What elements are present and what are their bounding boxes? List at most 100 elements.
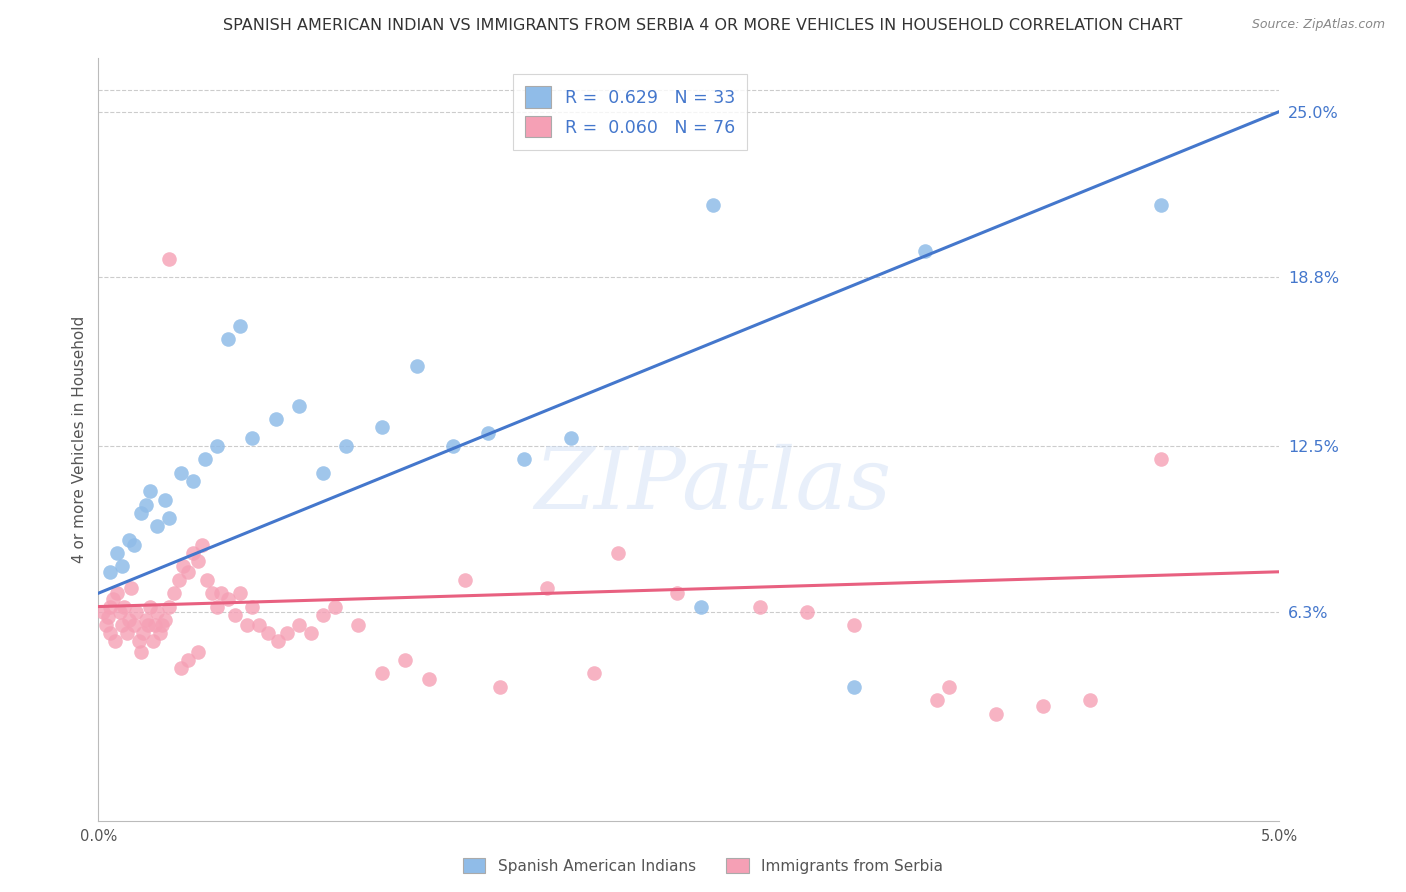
Point xyxy=(371,666,394,681)
Point xyxy=(149,626,172,640)
Legend: R =  0.629   N = 33, R =  0.060   N = 76: R = 0.629 N = 33, R = 0.060 N = 76 xyxy=(513,74,747,150)
Point xyxy=(335,439,357,453)
Point xyxy=(170,466,193,480)
Point xyxy=(136,618,159,632)
Point xyxy=(170,661,193,675)
Point xyxy=(276,626,298,640)
Point xyxy=(1032,698,1054,713)
Point xyxy=(1080,693,1102,707)
Point xyxy=(748,599,770,614)
Point xyxy=(453,573,475,587)
Point xyxy=(98,565,121,579)
Point xyxy=(177,653,200,667)
Point xyxy=(583,666,606,681)
Point xyxy=(984,706,1007,721)
Point xyxy=(129,506,152,520)
Point xyxy=(105,546,128,560)
Point xyxy=(112,599,135,614)
Point xyxy=(512,452,534,467)
Point xyxy=(157,599,180,614)
Point xyxy=(187,554,209,568)
Point xyxy=(217,591,239,606)
Point xyxy=(153,613,176,627)
Point xyxy=(108,605,131,619)
Point xyxy=(187,645,209,659)
Point xyxy=(135,613,157,627)
Point xyxy=(121,581,143,595)
Point xyxy=(607,546,630,560)
Text: 0.0%: 0.0% xyxy=(80,829,117,844)
Point xyxy=(146,519,169,533)
Point xyxy=(229,586,252,600)
Point xyxy=(132,626,155,640)
Point xyxy=(406,359,429,373)
Point xyxy=(139,599,162,614)
Legend: Spanish American Indians, Immigrants from Serbia: Spanish American Indians, Immigrants fro… xyxy=(457,852,949,880)
Text: ZIPatlas: ZIPatlas xyxy=(534,443,891,526)
Point xyxy=(143,618,166,632)
Point xyxy=(142,634,165,648)
Point xyxy=(938,680,960,694)
Point xyxy=(288,618,311,632)
Point xyxy=(209,586,232,600)
Point xyxy=(91,605,114,619)
Point xyxy=(441,439,464,453)
Point xyxy=(172,559,194,574)
Point xyxy=(101,591,124,606)
Point xyxy=(195,573,218,587)
Point xyxy=(125,605,148,619)
Point xyxy=(560,431,582,445)
Point xyxy=(312,466,335,480)
Point xyxy=(205,599,228,614)
Point xyxy=(217,332,239,346)
Point xyxy=(323,599,346,614)
Point xyxy=(150,618,173,632)
Point xyxy=(1150,198,1173,212)
Point xyxy=(257,626,280,640)
Point xyxy=(477,425,499,440)
Point xyxy=(118,533,141,547)
Point xyxy=(111,618,134,632)
Text: 5.0%: 5.0% xyxy=(1261,829,1298,844)
Point xyxy=(181,546,204,560)
Point xyxy=(240,431,263,445)
Point xyxy=(371,420,394,434)
Point xyxy=(844,618,866,632)
Point xyxy=(201,586,224,600)
Point xyxy=(394,653,416,667)
Point xyxy=(796,605,818,619)
Point xyxy=(139,484,162,499)
Point xyxy=(347,618,370,632)
Point xyxy=(229,318,252,333)
Point xyxy=(167,573,190,587)
Point xyxy=(146,605,169,619)
Point xyxy=(157,252,180,266)
Point xyxy=(489,680,512,694)
Text: SPANISH AMERICAN INDIAN VS IMMIGRANTS FROM SERBIA 4 OR MORE VEHICLES IN HOUSEHOL: SPANISH AMERICAN INDIAN VS IMMIGRANTS FR… xyxy=(224,18,1182,33)
Point xyxy=(97,610,120,624)
Point xyxy=(236,618,259,632)
Point xyxy=(122,538,145,552)
Point xyxy=(104,634,127,648)
Point xyxy=(94,618,117,632)
Point xyxy=(135,498,157,512)
Point xyxy=(844,680,866,694)
Point xyxy=(128,634,150,648)
Point xyxy=(240,599,263,614)
Point xyxy=(153,492,176,507)
Point xyxy=(264,412,287,426)
Text: Source: ZipAtlas.com: Source: ZipAtlas.com xyxy=(1251,18,1385,31)
Point xyxy=(267,634,290,648)
Point xyxy=(115,626,138,640)
Point xyxy=(98,599,121,614)
Y-axis label: 4 or more Vehicles in Household: 4 or more Vehicles in Household xyxy=(72,316,87,563)
Point xyxy=(299,626,322,640)
Point xyxy=(163,586,186,600)
Point xyxy=(288,399,311,413)
Point xyxy=(418,672,440,686)
Point xyxy=(118,613,141,627)
Point xyxy=(205,439,228,453)
Point xyxy=(194,452,217,467)
Point xyxy=(247,618,270,632)
Point xyxy=(191,538,214,552)
